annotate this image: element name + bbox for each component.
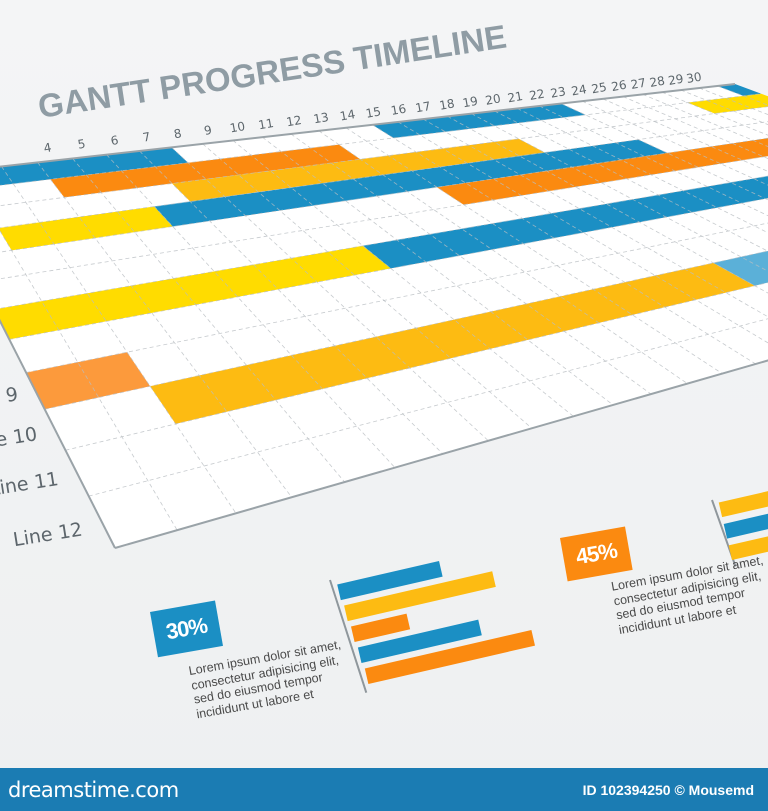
- day-tick-label: 21: [506, 89, 523, 105]
- day-tick-label: 4: [43, 140, 53, 155]
- task-bar: [687, 93, 768, 114]
- grid-column-line: [106, 154, 396, 468]
- grid-row-line: [26, 222, 768, 373]
- partial-bar-chart: [711, 484, 768, 567]
- day-tick-label: 26: [610, 78, 627, 94]
- grid-column-line: [318, 130, 688, 384]
- grid-row-line: [9, 197, 768, 340]
- day-tick-label: 6: [110, 133, 120, 148]
- task-bar: [713, 250, 768, 286]
- grid-row-line: [0, 175, 768, 309]
- grid-column-line: [171, 147, 489, 442]
- gantt-gridlines: [0, 83, 768, 549]
- grid-column-line: [539, 105, 768, 217]
- grid-row-line: [88, 318, 768, 497]
- mini-bar: [337, 560, 443, 601]
- grid-column-line: [232, 140, 574, 417]
- grid-column-line: [345, 127, 723, 374]
- grid-row-line: [44, 250, 768, 410]
- grid-column-line: [372, 124, 756, 365]
- day-tick-label: 11: [257, 116, 274, 132]
- day-tick-label: 8: [173, 126, 183, 141]
- grid-column-line: [582, 100, 768, 186]
- partial-bar: [723, 505, 768, 539]
- grid-row-line: [0, 93, 762, 186]
- mini-bar: [357, 619, 482, 664]
- day-tick-label: 24: [570, 82, 587, 98]
- day-tick-label: 7: [142, 130, 152, 145]
- task-bar: [172, 138, 545, 202]
- grid-column-line: [262, 136, 614, 406]
- day-tick-label: 27: [630, 76, 647, 92]
- chart-title: GANTT PROGRESS TIMELINE: [36, 18, 509, 125]
- line-label: Line 11: [0, 468, 60, 501]
- partial-bar: [718, 484, 768, 518]
- image-credit: ID 102394250 © Mousemd: [582, 782, 754, 798]
- day-tick-label: 17: [414, 99, 431, 115]
- grid-column-line: [642, 94, 768, 147]
- grid-column-line: [139, 150, 444, 455]
- partial-bar: [728, 527, 768, 561]
- day-tick-label: 15: [365, 104, 382, 120]
- day-tick-label: 28: [648, 74, 665, 90]
- grid-column-line: [622, 96, 768, 160]
- mini-bar: [364, 629, 536, 685]
- grid-column-line: [661, 91, 768, 136]
- task-bar: [0, 245, 391, 340]
- grid-border: [0, 83, 736, 168]
- task-bar: [0, 206, 173, 251]
- day-tick-label: 22: [528, 87, 545, 103]
- day-tick-label: 14: [339, 107, 356, 123]
- day-tick-label: 20: [484, 91, 501, 107]
- day-tick-label: 18: [438, 96, 455, 112]
- line-label: Line 9: [0, 383, 20, 414]
- grid-row-line: [0, 106, 768, 207]
- task-bar: [372, 103, 586, 138]
- gantt-bars: [0, 84, 768, 424]
- line-label: Line 10: [0, 423, 39, 456]
- task-bar: [436, 138, 768, 205]
- grid-column-line: [202, 143, 533, 429]
- task-bar: [362, 176, 768, 269]
- day-tick-label: 16: [390, 102, 407, 118]
- day-tick-label: 19: [461, 94, 478, 110]
- task-bar: [50, 144, 361, 198]
- grid-column-line: [422, 118, 768, 318]
- grid-row-line: [65, 282, 768, 451]
- grid-border: [114, 359, 768, 549]
- grid-column-line: [72, 158, 345, 483]
- day-tick-label: 5: [77, 137, 87, 152]
- day-tick-label: 23: [549, 84, 566, 100]
- grid-row-line: [0, 121, 768, 229]
- grid-column-line: [37, 162, 293, 498]
- grid-border: [0, 318, 116, 549]
- grid-column-line: [560, 103, 768, 201]
- brand-logo[interactable]: dreamstime.com: [8, 778, 179, 802]
- day-tick-label: 13: [312, 110, 329, 126]
- day-tick-label: 30: [685, 70, 702, 86]
- day-tick-label: 25: [590, 80, 607, 96]
- grid-column-line: [680, 89, 768, 126]
- mini-bar: [344, 571, 496, 622]
- task-bar: [154, 139, 668, 227]
- task-bar: [717, 84, 762, 96]
- task-bar: [150, 262, 755, 424]
- line-label: Line 12: [12, 519, 84, 552]
- day-tick-label: 10: [229, 119, 246, 135]
- grid-row-line: [0, 155, 768, 280]
- grid-column-line: [397, 121, 768, 344]
- day-tick-label: 12: [285, 113, 302, 129]
- day-tick-label: 29: [667, 72, 684, 88]
- day-tick-label: 9: [203, 123, 213, 138]
- mini-bar: [350, 613, 411, 643]
- mini-chart-axis: [329, 579, 368, 694]
- footer-bar: dreamstime.com ID 102394250 © Mousemd: [0, 768, 768, 811]
- grid-row-line: [0, 137, 768, 253]
- task-bar: [0, 147, 189, 186]
- mini-bar-chart: [329, 560, 536, 694]
- day-axis: 4 5 6 7 8 9 10 11 12 13 14 15 16 17 18 19 20 21 22 23 24 25 26…: [43, 70, 703, 156]
- grid-column-line: [602, 98, 768, 172]
